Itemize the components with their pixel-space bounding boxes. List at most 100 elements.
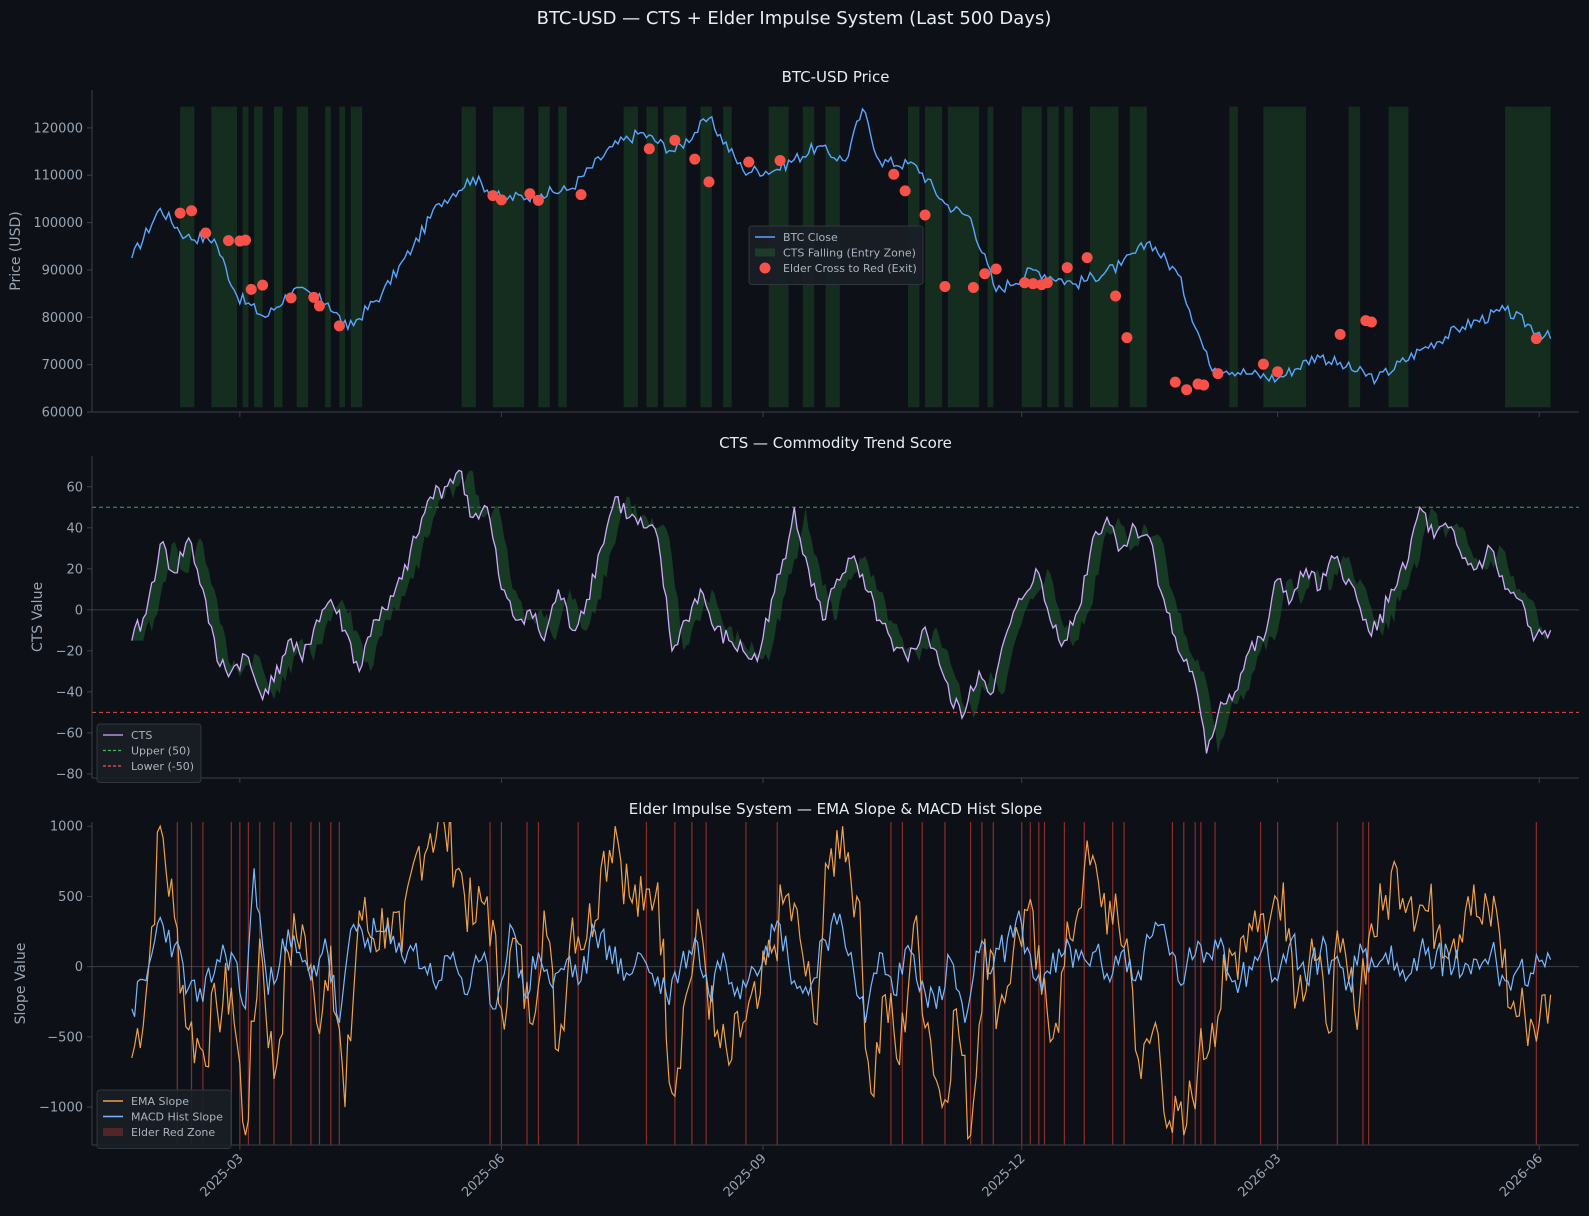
exit-marker[interactable] [1530,333,1542,345]
legend[interactable]: EMA Slope MACD Hist Slope Elder Red Zone [96,1089,232,1149]
entry-zone-band [538,106,550,408]
entry-zone-band [461,106,476,408]
x-tick-label: 2025-12 [980,1151,1029,1200]
exit-marker[interactable] [575,189,587,201]
panel-3: Elder Impulse System — EMA Slope & MACD … [13,800,1579,1150]
exit-marker[interactable] [308,291,320,303]
exit-marker[interactable] [899,185,911,197]
legend-label: Elder Red Zone [131,1126,215,1139]
exit-marker[interactable] [1181,384,1193,396]
exit-marker[interactable] [240,234,252,246]
exit-marker[interactable] [1212,368,1224,380]
exit-marker[interactable] [200,227,212,239]
exit-marker[interactable] [1169,376,1181,388]
x-tick-label: 2026-03 [1235,1151,1284,1200]
legend[interactable]: CTS Upper (50) Lower (-50) [96,723,202,783]
exit-marker[interactable] [487,190,499,202]
exit-marker[interactable] [186,205,198,217]
y-tick-label: 20 [66,562,83,577]
entry-zone-band [254,106,263,408]
exit-marker[interactable] [1257,358,1269,370]
exit-marker[interactable] [888,168,900,180]
btc-close-line [131,107,1552,386]
legend-box [748,225,924,285]
panel-title: Elder Impulse System — EMA Slope & MACD … [629,800,1042,818]
legend-box [96,723,202,783]
exit-marker[interactable] [222,235,234,247]
exit-marker[interactable] [979,268,991,280]
exit-marker[interactable] [285,292,297,304]
exit-marker[interactable] [1198,379,1210,391]
legend-label: BTC Close [783,231,838,244]
y-tick-label: −1000 [39,1101,83,1116]
y-tick-label: 60000 [42,406,83,421]
y-tick-label: 1000 [50,820,83,835]
y-tick-label: 60 [66,480,83,495]
y-tick-label: 80000 [42,311,83,326]
legend[interactable]: BTC Close CTS Falling (Entry Zone) Elder C… [748,225,924,285]
entry-zone-band [700,106,712,408]
entry-zone-band [558,106,567,408]
y-tick-label: 100000 [33,216,83,231]
plot-area [92,822,1579,1145]
entry-zone-band [180,106,195,408]
y-tick-label: 70000 [42,358,83,373]
y-tick-label: 120000 [33,121,83,136]
exit-marker[interactable] [1027,278,1039,290]
legend-label: MACD Hist Slope [131,1111,223,1124]
exit-marker[interactable] [1081,252,1093,264]
plot-area [131,106,1552,408]
exit-marker[interactable] [313,300,325,312]
y-tick-label: 500 [58,890,83,905]
entry-zone-band [1263,106,1307,408]
exit-marker[interactable] [524,188,536,200]
exit-marker[interactable] [1110,290,1122,302]
y-tick-label: 0 [75,960,83,975]
y-tick-label: −60 [56,726,83,741]
exit-marker[interactable] [174,207,186,219]
x-tick-label: 2026-06 [1497,1151,1546,1200]
y-axis-label: Price (USD) [8,211,24,290]
exit-marker[interactable] [532,194,544,206]
legend-label: Elder Cross to Red (Exit) [783,262,917,275]
exit-marker[interactable] [669,134,681,146]
exit-marker[interactable] [1061,262,1073,274]
exit-marker[interactable] [967,281,979,293]
exit-marker[interactable] [703,176,715,188]
legend-label: Lower (-50) [131,760,194,773]
exit-marker[interactable] [1019,277,1031,289]
entry-zone-band [211,106,238,408]
exit-marker[interactable] [939,281,951,293]
exit-marker[interactable] [919,209,931,221]
exit-marker[interactable] [333,320,345,332]
entry-zone-band [646,106,658,408]
exit-marker[interactable] [257,279,269,291]
exit-marker[interactable] [990,263,1002,275]
figure-title: BTC-USD — CTS + Elder Impulse System (La… [537,8,1052,29]
exit-marker[interactable] [643,143,655,155]
entry-zone-band [1388,106,1409,408]
exit-marker[interactable] [774,155,786,167]
entry-zone-band [325,106,331,408]
exit-marker[interactable] [689,153,701,165]
y-axis-label: Slope Value [13,943,29,1025]
exit-marker[interactable] [1041,277,1053,289]
exit-marker[interactable] [245,283,257,295]
exit-marker[interactable] [743,156,755,168]
exit-marker[interactable] [1121,332,1133,344]
exit-marker[interactable] [1272,366,1284,378]
legend-swatch [755,248,775,257]
y-axis-label: CTS Value [30,582,46,652]
legend-box [96,1089,232,1149]
exit-marker[interactable] [495,194,507,206]
y-tick-label: −20 [56,644,83,659]
exit-marker[interactable] [1365,316,1377,328]
y-tick-label: 110000 [33,169,83,184]
panel-1: BTC-USD Price Price (USD) 60000 70000 80000 9… [8,68,1579,421]
entry-zone-band [242,106,249,408]
plot-area [92,469,1579,754]
entry-zone-band [492,106,525,408]
panel-title: BTC-USD Price [782,68,890,86]
exit-marker[interactable] [1334,328,1346,340]
